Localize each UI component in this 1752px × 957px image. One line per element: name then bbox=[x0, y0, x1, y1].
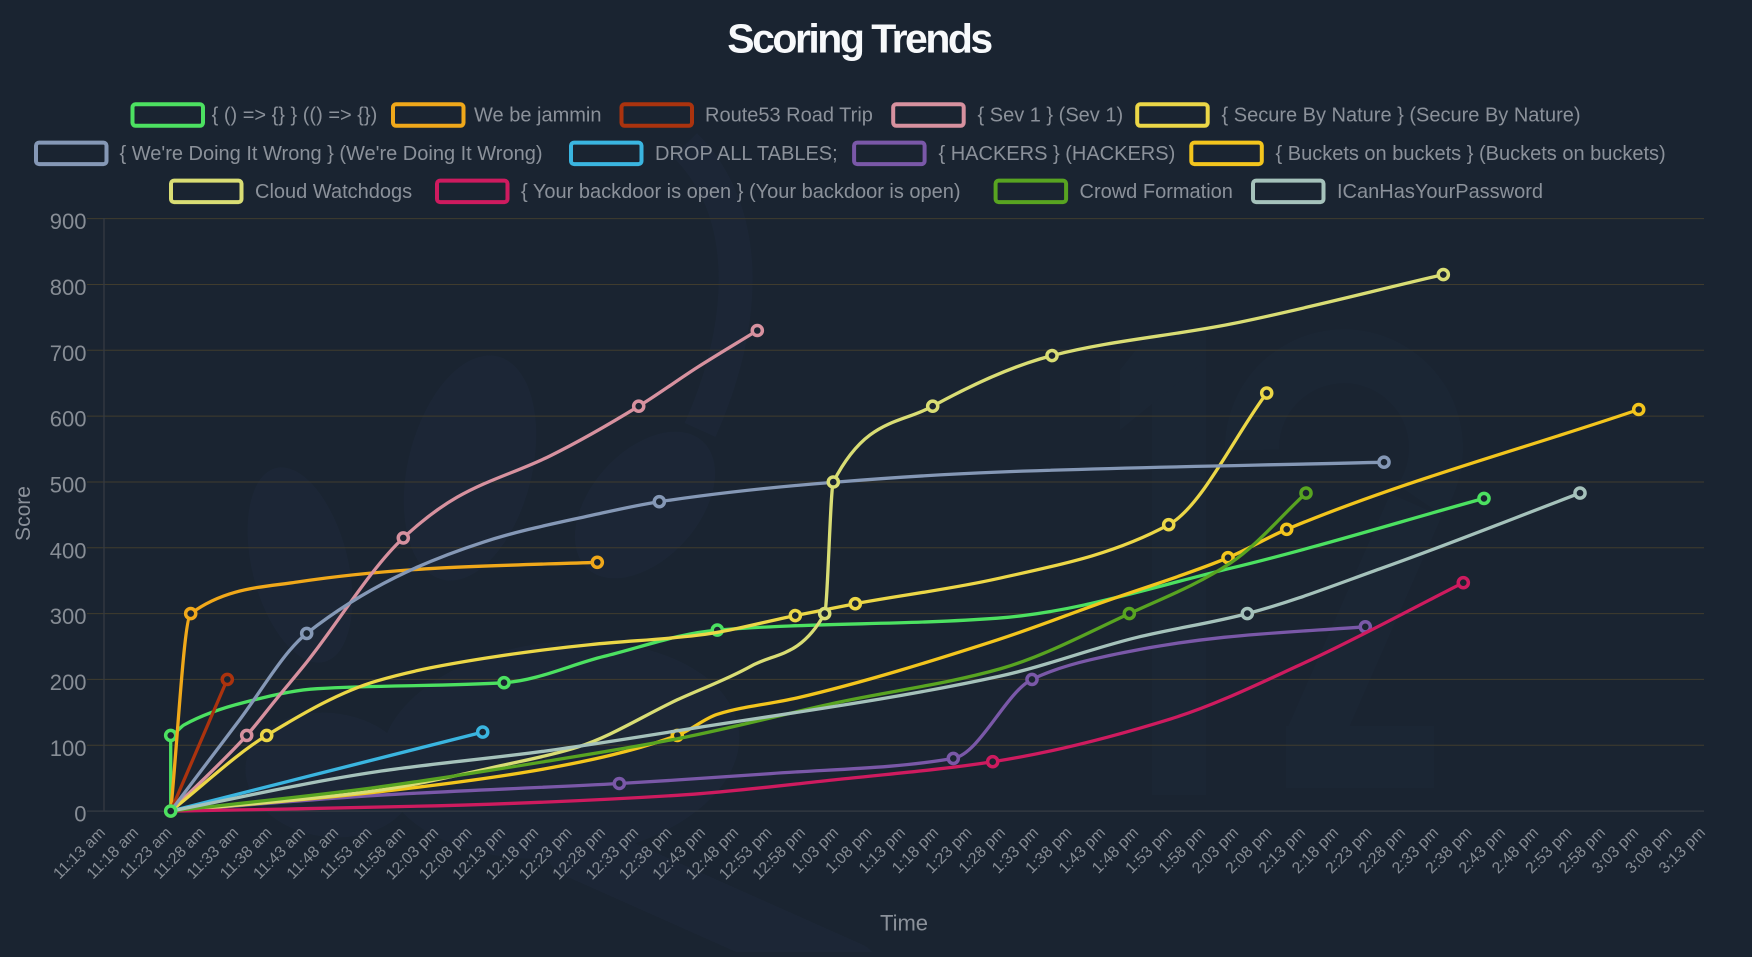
svg-text:500: 500 bbox=[50, 473, 87, 498]
svg-text:Time: Time bbox=[880, 911, 928, 936]
svg-text:{ Your backdoor is open } (You: { Your backdoor is open } (Your backdoor… bbox=[521, 181, 961, 203]
svg-text:800: 800 bbox=[50, 275, 87, 300]
svg-text:200: 200 bbox=[50, 670, 87, 695]
svg-text:300: 300 bbox=[50, 604, 87, 629]
svg-text:Route53 Road Trip: Route53 Road Trip bbox=[705, 105, 873, 127]
svg-text:Score: Score bbox=[12, 486, 35, 541]
svg-text:Crowd Formation: Crowd Formation bbox=[1080, 181, 1233, 203]
svg-text:{ HACKERS } (HACKERS): { HACKERS } (HACKERS) bbox=[939, 143, 1176, 165]
svg-text:400: 400 bbox=[50, 538, 87, 563]
svg-text:We be jammin: We be jammin bbox=[474, 105, 601, 127]
svg-text:Cloud Watchdogs: Cloud Watchdogs bbox=[255, 181, 412, 203]
svg-text:ICanHasYourPassword: ICanHasYourPassword bbox=[1337, 181, 1543, 203]
svg-text:{ () => {} } (() => {}): { () => {} } (() => {}) bbox=[212, 105, 378, 127]
svg-text:700: 700 bbox=[50, 341, 87, 366]
svg-text:{ We're Doing It Wrong } (We'r: { We're Doing It Wrong } (We're Doing It… bbox=[120, 143, 543, 165]
svg-text:{ Secure By Nature } (Secure B: { Secure By Nature } (Secure By Nature) bbox=[1222, 105, 1581, 127]
svg-text:900: 900 bbox=[50, 209, 87, 234]
svg-text:600: 600 bbox=[50, 407, 87, 432]
svg-text:{ Buckets on buckets } (Bucket: { Buckets on buckets } (Buckets on bucke… bbox=[1276, 143, 1666, 165]
svg-text:100: 100 bbox=[50, 736, 87, 761]
svg-text:{ Sev 1 } (Sev 1): { Sev 1 } (Sev 1) bbox=[978, 105, 1124, 127]
svg-text:Scoring Trends: Scoring Trends bbox=[727, 16, 992, 62]
svg-text:0: 0 bbox=[74, 802, 86, 827]
svg-text:DROP ALL TABLES;: DROP ALL TABLES; bbox=[655, 143, 838, 165]
